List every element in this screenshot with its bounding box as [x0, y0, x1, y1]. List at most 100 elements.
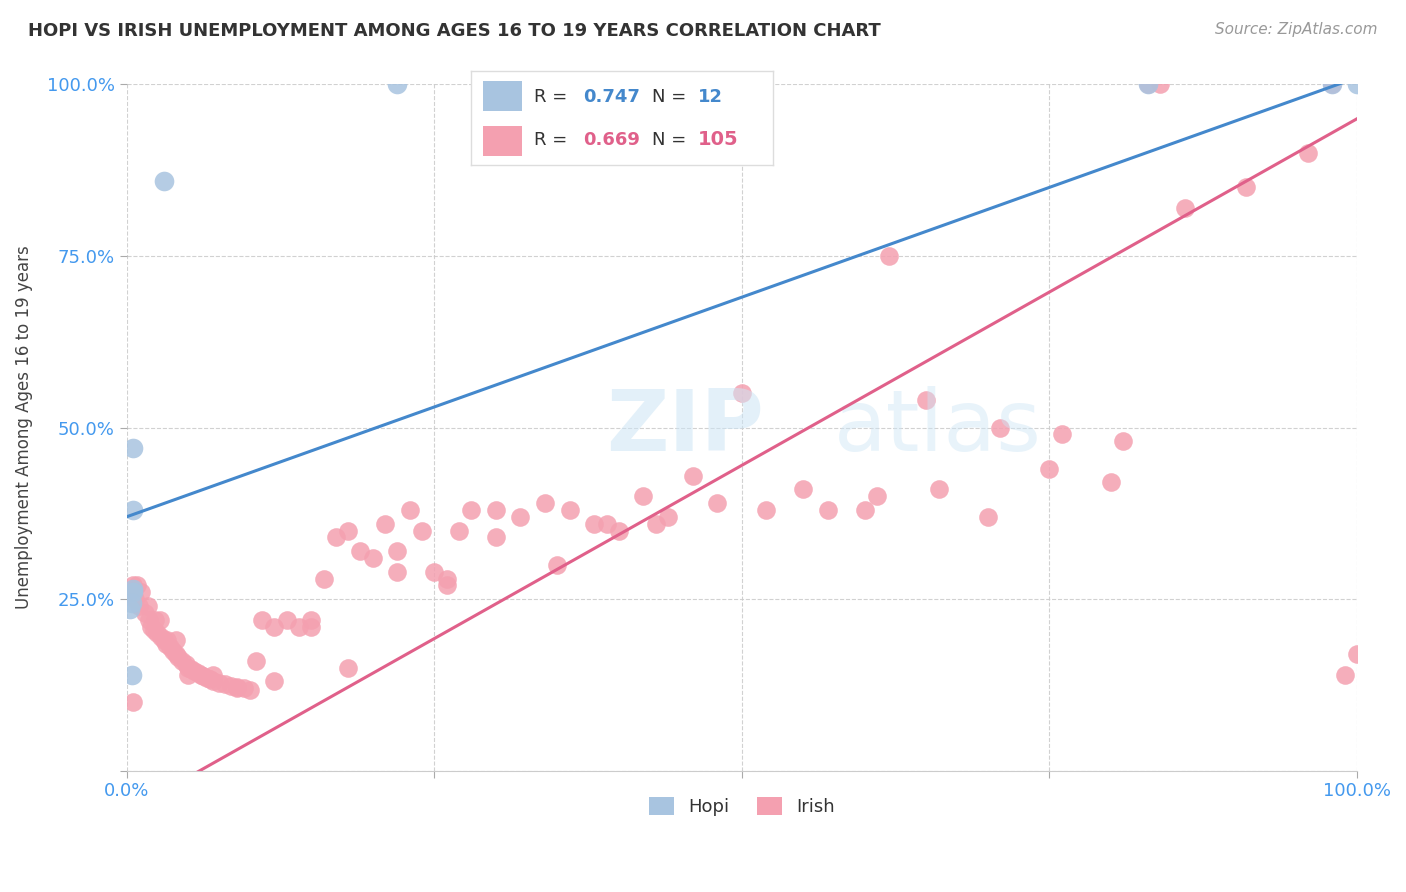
- Point: [361, 551, 384, 566]
- Point: [633, 489, 655, 503]
- Point: [121, 585, 143, 599]
- Point: [150, 630, 173, 644]
- Point: [1136, 78, 1159, 92]
- Point: [1346, 78, 1368, 92]
- Point: [214, 677, 236, 691]
- Point: [682, 468, 704, 483]
- Point: [1050, 427, 1073, 442]
- Text: R =: R =: [534, 131, 574, 149]
- Point: [263, 674, 285, 689]
- Point: [239, 682, 262, 697]
- Point: [121, 596, 143, 610]
- Point: [337, 661, 360, 675]
- Text: N =: N =: [652, 131, 686, 149]
- Point: [226, 681, 249, 696]
- Point: [138, 613, 160, 627]
- Point: [162, 643, 184, 657]
- Point: [644, 516, 666, 531]
- Point: [915, 393, 938, 408]
- Point: [250, 613, 273, 627]
- Point: [387, 544, 409, 558]
- Text: 0.669: 0.669: [583, 131, 640, 149]
- Point: [387, 565, 409, 579]
- Point: [1333, 667, 1355, 681]
- Point: [411, 524, 433, 538]
- Point: [817, 503, 839, 517]
- Point: [120, 602, 142, 616]
- Point: [558, 503, 581, 517]
- Point: [1346, 647, 1368, 661]
- Point: [988, 420, 1011, 434]
- Point: [149, 613, 172, 627]
- Point: [337, 524, 360, 538]
- Point: [121, 695, 143, 709]
- Point: [534, 496, 557, 510]
- Point: [299, 613, 322, 627]
- Point: [121, 441, 143, 455]
- Point: [374, 516, 396, 531]
- Point: [853, 503, 876, 517]
- Point: [121, 585, 143, 599]
- Point: [546, 558, 568, 572]
- Point: [191, 669, 214, 683]
- Point: [180, 662, 202, 676]
- Point: [423, 565, 446, 579]
- Point: [195, 671, 218, 685]
- Point: [177, 667, 200, 681]
- Point: [387, 78, 409, 92]
- Point: [398, 503, 420, 517]
- Point: [201, 667, 224, 681]
- Point: [509, 509, 531, 524]
- Point: [928, 483, 950, 497]
- Point: [167, 650, 190, 665]
- Point: [879, 249, 901, 263]
- Point: [165, 647, 187, 661]
- Point: [159, 640, 181, 655]
- Point: [299, 619, 322, 633]
- Point: [607, 524, 630, 538]
- Point: [1234, 180, 1257, 194]
- Point: [141, 619, 163, 633]
- Point: [1322, 78, 1344, 92]
- Point: [183, 664, 205, 678]
- Point: [1296, 146, 1319, 161]
- Bar: [484, 126, 523, 156]
- Point: [143, 613, 166, 627]
- Point: [170, 654, 193, 668]
- Point: [657, 509, 679, 524]
- Point: [226, 680, 249, 694]
- Text: 0.747: 0.747: [583, 87, 640, 105]
- Point: [187, 666, 209, 681]
- Point: [1038, 461, 1060, 475]
- Point: [263, 619, 285, 633]
- Point: [131, 585, 153, 599]
- Point: [755, 503, 778, 517]
- Point: [245, 654, 267, 668]
- Text: ZIP: ZIP: [606, 386, 765, 469]
- Point: [485, 530, 508, 544]
- Point: [128, 599, 150, 613]
- Point: [276, 613, 298, 627]
- Point: [121, 578, 143, 592]
- Point: [706, 496, 728, 510]
- Bar: [484, 81, 523, 111]
- Point: [208, 676, 231, 690]
- Point: [136, 599, 159, 613]
- Point: [155, 637, 177, 651]
- Point: [288, 619, 311, 633]
- Point: [583, 516, 606, 531]
- Text: HOPI VS IRISH UNEMPLOYMENT AMONG AGES 16 TO 19 YEARS CORRELATION CHART: HOPI VS IRISH UNEMPLOYMENT AMONG AGES 16…: [28, 22, 882, 40]
- Point: [731, 386, 754, 401]
- Point: [312, 572, 335, 586]
- Point: [595, 516, 617, 531]
- Point: [1099, 475, 1122, 490]
- Text: Source: ZipAtlas.com: Source: ZipAtlas.com: [1215, 22, 1378, 37]
- Point: [146, 626, 169, 640]
- Point: [125, 578, 148, 592]
- Point: [485, 503, 508, 517]
- Point: [200, 673, 222, 687]
- Text: 105: 105: [697, 130, 738, 149]
- Point: [165, 633, 187, 648]
- Point: [134, 606, 156, 620]
- Point: [152, 173, 174, 187]
